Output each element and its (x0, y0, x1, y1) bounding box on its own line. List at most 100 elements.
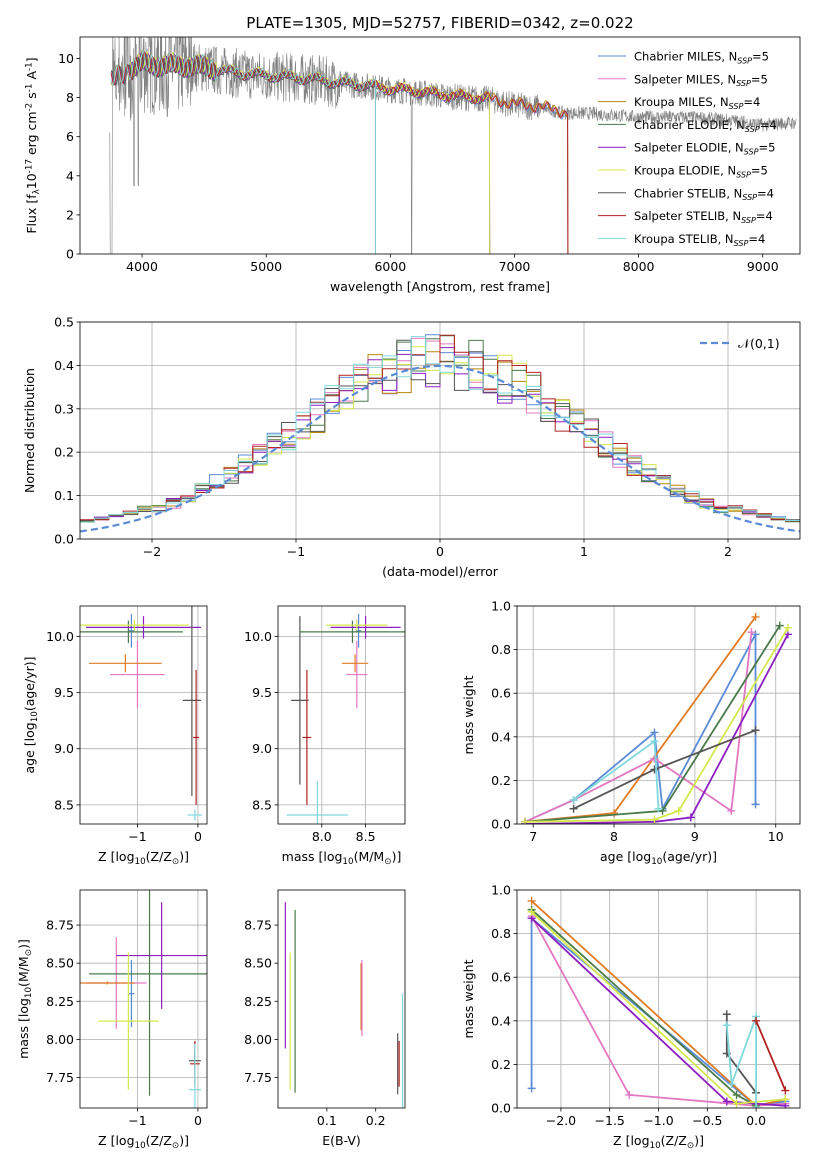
residuals-xtick-label: 0 (436, 544, 444, 559)
mass_weight_vs_Z-marker-kroupa_elodie (781, 1095, 790, 1104)
age_vs_mass-chart: 8.0 8.5 8.5 9.0 9.5 10.0 mass [log10(M/M⊙)] (244, 605, 406, 867)
mass_weight_vs_Z-marker-kroupa_stelib (752, 1104, 761, 1108)
mass_vs_ebv-xtick-label: 0.2 (366, 1113, 386, 1128)
mass_weight_vs_Z-line-kroupa_stelib (725, 1016, 757, 1108)
age_vs_Z-xtick-label: −1 (128, 829, 146, 844)
age_vs_mass-ytick-label: 10.0 (244, 629, 272, 644)
mass_weight_vs_Z-ylabel: mass weight (461, 959, 476, 1038)
mass_weight_vs_Z-xtick-label: −0.5 (692, 1113, 722, 1128)
spectrum-xtick-label: 4000 (126, 259, 158, 274)
mass_weight_vs_age-marker-orange (751, 612, 760, 621)
spectrum-legend-label: Salpeter MILES, NSSP=5 (634, 72, 768, 88)
mass_vs_Z-frame (79, 889, 208, 1109)
normal-distribution-curve (80, 364, 800, 533)
mass_weight_vs_age-line-kroupa_elodie (525, 627, 789, 823)
spectrum-legend-label: Salpeter ELODIE, NSSP=5 (634, 141, 775, 157)
spectrum-ytick-label: 6 (66, 129, 74, 144)
residuals-legend-label: 𝒩(0,1) (738, 336, 780, 351)
mass_weight_vs_Z-ytick-label: 0.0 (491, 1101, 511, 1116)
spectrum-xtick-label: 5000 (250, 259, 282, 274)
mass_weight_vs_Z-plot-area (527, 896, 790, 1108)
mass_weight_vs_Z-marker-salpeter_stelib (781, 1086, 790, 1095)
mass_weight_vs_Z-ytick-label: 0.4 (491, 1013, 511, 1028)
mass_vs_Z-xtick-label: −1 (128, 1113, 146, 1128)
mass_weight_vs_Z-line-salpeter_stelib (755, 1020, 787, 1091)
mass_weight_vs_Z-marker-chabrier_miles (527, 1084, 536, 1093)
residuals-ylabel: Normed distribution (22, 368, 37, 493)
residuals-xtick-label: −2 (143, 544, 161, 559)
spectrum-frame (79, 36, 801, 255)
spectrum-xtick-label: 7000 (499, 259, 531, 274)
mass_weight_vs_age-marker-kroupa_stelib (650, 737, 659, 746)
mass_weight_vs_Z-xlabel: Z [log10(Z/Z⊙)] (613, 1133, 704, 1151)
mass_weight_vs_age-plot-area (521, 612, 792, 824)
mass_vs_ebv-ytick-label: 7.75 (244, 1070, 272, 1085)
age_vs_mass-plot-area (286, 613, 405, 824)
mass_weight_vs_age-marker-salpeter_miles (650, 754, 659, 763)
mass_weight_vs_Z-ytick-label: 0.6 (491, 970, 511, 985)
spectrum-ytick-label: 8 (66, 90, 74, 105)
spectrum-legend-label: Salpeter STELIB, NSSP=4 (634, 209, 773, 225)
mass_weight_vs_Z-frame (516, 889, 801, 1109)
mass_weight_vs_age-ytick-label: 0.4 (491, 729, 511, 744)
mass_weight_vs_age-line-salpeter_miles (524, 632, 753, 823)
age_vs_mass-xtick-label: 8.0 (312, 829, 332, 844)
mass_weight_vs_Z-xtick-label: −2.0 (546, 1113, 576, 1128)
spectrum-xtick-label: 9000 (747, 259, 779, 274)
mass_vs_Z-ytick-label: 7.75 (46, 1070, 74, 1085)
age_vs_Z-ytick-label: 10.0 (46, 629, 74, 644)
spectrum-xlabel: wavelength [Angstrom, rest frame] (330, 279, 550, 294)
age_vs_mass-xtick-label: 8.5 (356, 829, 376, 844)
residuals-chart: −2 −1 0 1 2 0.0 0.1 0.2 0.3 0.4 0.5 (data-model)/er… (22, 315, 801, 579)
age_vs_Z-xlabel: Z [log10(Z/Z⊙)] (98, 849, 189, 867)
residuals-plot-area (80, 334, 800, 533)
mass_weight_vs_Z-marker-kroupa_elodie (732, 1099, 741, 1108)
age_vs_Z-ytick-label: 8.5 (54, 797, 74, 812)
age_vs_Z-frame (79, 605, 208, 825)
mass_weight_vs_Z-marker-salpeter_elodie (722, 1097, 731, 1106)
mass_weight_vs_age-ytick-label: 0.6 (491, 686, 511, 701)
mass_weight_vs_Z-marker-kroupa_stelib (722, 1021, 731, 1030)
age_vs_mass-ytick-label: 9.0 (252, 741, 272, 756)
residuals-xlabel: (data-model)/error (382, 564, 499, 579)
spectrum-ylabel: Flux [fλ10-17 erg cm-2 s-1 A-1] (24, 57, 42, 233)
spectrum-chart: 4000 5000 6000 7000 8000 9000 0 2 4 6 8 10 wavelengt… (24, 14, 801, 294)
age_vs_mass-xlabel: mass [log10(M/M⊙)] (282, 849, 402, 867)
mass_weight_vs_age-marker-chabrier_miles (751, 630, 760, 639)
mass_weight_vs_age-marker-kroupa_stelib (569, 796, 578, 805)
age_vs_Z-ylabel: age [log10(age/yr)] (22, 656, 40, 773)
mass_weight_vs_Z-ytick-label: 1.0 (491, 883, 511, 898)
mass_weight_vs_age-line-salpeter_elodie (525, 633, 789, 824)
spectrum-ytick-label: 4 (66, 168, 74, 183)
mass_weight_vs_age-marker-chabrier_stelib (569, 804, 578, 813)
mass_weight_vs_age-marker-chabrier_elodie (775, 621, 784, 630)
mass_weight_vs_age-marker-chabrier_elodie (658, 806, 667, 815)
mass_weight_vs_age-ytick-label: 0.0 (491, 817, 511, 832)
mass_weight_vs_age-frame (516, 605, 801, 825)
mass_weight_vs_age-xtick-label: 7 (529, 829, 537, 844)
mass_vs_Z-chart: −1 0 7.75 8.00 8.25 8.50 8.75 Z [log10(Z/Z⊙)] ma… (16, 889, 208, 1151)
mass_weight_vs_age-line-kroupa_stelib (573, 739, 660, 809)
residuals-xtick-label: 2 (724, 544, 732, 559)
mass_weight_vs_Z-marker-chabrier_stelib (722, 1010, 731, 1019)
residual-histogram-kroupa_stelib (80, 336, 800, 523)
mass_weight_vs_age-marker-salpeter_miles (747, 628, 756, 637)
mass_weight_vs_age-marker-chabrier_miles (650, 728, 659, 737)
spectrum-plot-area (109, 37, 797, 254)
spectrum-ytick-label: 2 (66, 207, 74, 222)
spectrum-model-kroupa_stelib (110, 49, 376, 254)
spectrum-legend-label: Chabrier STELIB, NSSP=4 (634, 186, 774, 202)
spectrum-legend-label: Kroupa ELODIE, NSSP=5 (634, 164, 768, 180)
mass_weight_vs_Z-marker-salpeter_miles (625, 1090, 634, 1099)
mass_vs_ebv-chart: 0.1 0.2 7.75 8.00 8.25 8.50 8.75 E(B-V) (244, 889, 406, 1148)
mass_weight_vs_Z-chart: −2.0 −1.5 −1.0 −0.5 0.0 0.0 0.2 0.4 0.6 0.8 1.0 Z [… (461, 883, 801, 1151)
residuals-ytick-label: 0.4 (54, 358, 74, 373)
mass_weight_vs_age-chart: 7 8 9 10 0.0 0.2 0.4 0.6 0.8 1.0 age [log10(age/yr… (461, 599, 801, 867)
residuals-ytick-label: 0.1 (54, 488, 74, 503)
residuals-ytick-label: 0.5 (54, 315, 74, 330)
mass_weight_vs_age-xtick-label: 8 (610, 829, 618, 844)
age_vs_Z-chart: −1 0 8.5 9.0 9.5 10.0 Z [log10(Z/Z⊙)] age [log1… (22, 605, 208, 867)
mass_weight_vs_age-xtick-label: 10 (768, 829, 784, 844)
age_vs_mass-ytick-label: 8.5 (252, 797, 272, 812)
